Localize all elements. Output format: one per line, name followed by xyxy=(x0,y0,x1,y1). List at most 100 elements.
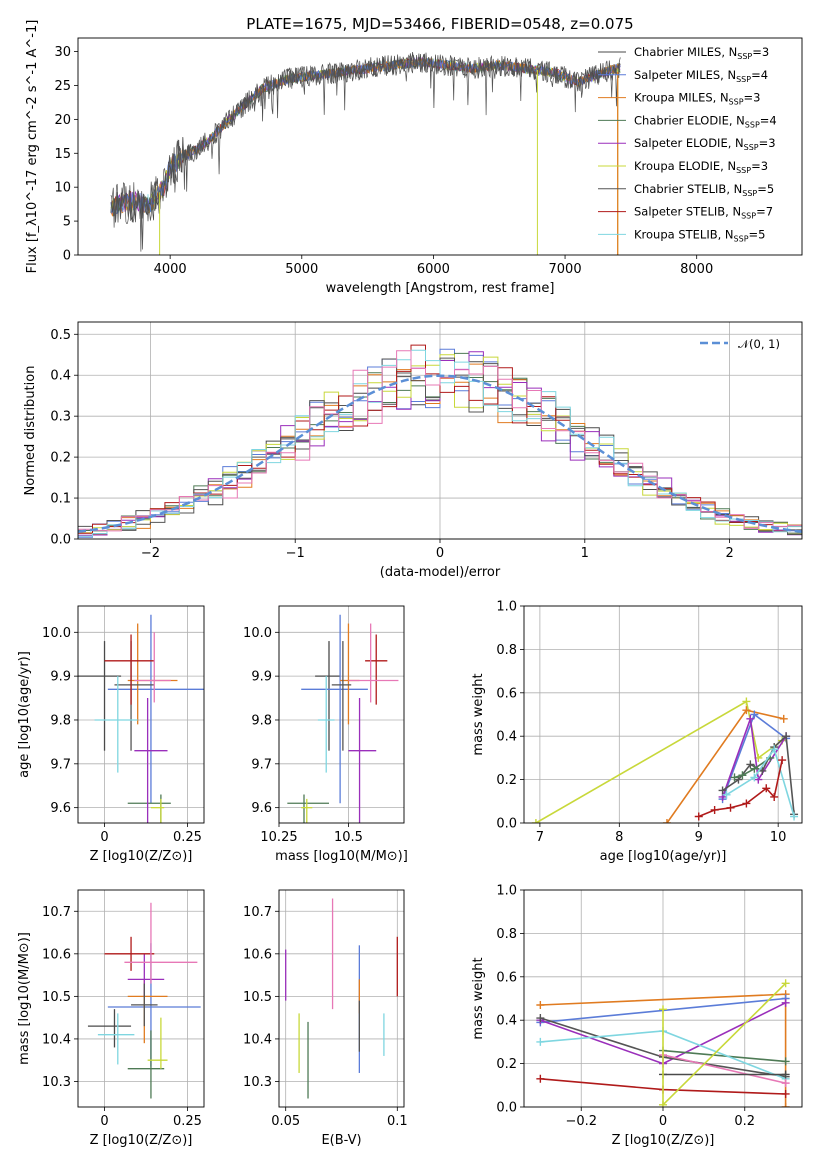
legend-label: Salpeter ELODIE, NSSP=3 xyxy=(634,136,776,152)
mass-weight-line xyxy=(734,757,771,779)
y-tick-label: 0.6 xyxy=(496,686,517,701)
data-marker xyxy=(536,1014,545,1023)
y-axis-label: mass [log10(M/M⊙)] xyxy=(17,932,32,1065)
data-marker xyxy=(778,756,787,765)
data-marker xyxy=(781,1089,790,1098)
axes-frame xyxy=(77,321,803,540)
plot-area-age_vs_Z xyxy=(78,614,204,823)
x-tick-label: 9 xyxy=(695,830,703,845)
spectrum-line xyxy=(110,57,621,217)
y-axis-label: age [log10(age/yr)] xyxy=(17,651,32,778)
plot-area-spectrum xyxy=(110,51,621,255)
y-tick-label: 25 xyxy=(54,79,71,94)
y-tick-label: 0.6 xyxy=(496,970,517,985)
data-marker xyxy=(742,799,751,808)
x-tick-label: 10 xyxy=(770,830,787,845)
y-tick-label: 10.4 xyxy=(243,1032,272,1047)
data-marker xyxy=(790,812,799,821)
data-marker xyxy=(770,745,779,754)
x-axis-label: Z [log10(Z/Z⊙)] xyxy=(90,1133,193,1148)
y-tick-label: 10.7 xyxy=(243,905,272,920)
axes-frame xyxy=(77,37,803,256)
plot-area-massweight_vs_age xyxy=(531,697,799,823)
data-marker xyxy=(781,1079,790,1088)
spectrum-line xyxy=(110,57,621,217)
gaussian-curve xyxy=(78,374,802,534)
y-tick-label: 10.5 xyxy=(42,990,71,1005)
x-axis-label: Z [log10(Z/Z⊙)] xyxy=(612,1133,715,1148)
mass-weight-line xyxy=(726,747,795,817)
y-tick-label: 0 xyxy=(63,249,71,264)
spectrum-line xyxy=(110,56,621,216)
y-tick-label: 10 xyxy=(54,181,71,196)
data-marker xyxy=(781,1057,790,1066)
data-marker xyxy=(742,706,751,715)
y-tick-label: 0.4 xyxy=(496,1014,517,1029)
x-axis-label: Z [log10(Z/Z⊙)] xyxy=(90,849,193,864)
x-tick-label: 7 xyxy=(536,830,544,845)
x-tick-label: 7000 xyxy=(549,262,582,277)
y-tick-label: 9.8 xyxy=(251,713,272,728)
legend-label: Chabrier STELIB, NSSP=5 xyxy=(634,182,774,198)
data-marker xyxy=(531,819,540,823)
y-tick-label: 9.6 xyxy=(50,801,71,816)
data-marker xyxy=(781,998,790,1007)
y-tick-label: 9.7 xyxy=(251,757,272,772)
y-tick-label: 20 xyxy=(54,113,71,128)
plot-area-mass_vs_EBV xyxy=(285,898,398,1099)
y-tick-label: 0.0 xyxy=(496,1101,517,1116)
x-axis-label: (data-model)/error xyxy=(380,565,501,580)
mass-weight-line xyxy=(535,700,783,823)
legend-label: Chabrier ELODIE, NSSP=4 xyxy=(634,113,777,129)
plot-area-age_vs_mass xyxy=(287,614,399,823)
axes-age_vs_Z: 0 0.25 9.6 9.7 9.8 9.9 10.0 Z [log10(Z/Z⊙)] age … xyxy=(17,605,205,864)
y-tick-label: 0.2 xyxy=(50,451,71,466)
axes-residuals: −2 −1 0 1 2 0.0 0.1 0.2 0.3 0.4 0.5 (data-model)/er… xyxy=(23,321,803,580)
data-marker xyxy=(781,1103,790,1107)
data-marker xyxy=(781,979,790,988)
plot-area-residuals xyxy=(78,344,802,539)
y-tick-label: 10.5 xyxy=(243,990,272,1005)
plot-area-massweight_vs_Z xyxy=(536,979,790,1107)
data-marker xyxy=(536,1037,545,1046)
y-tick-label: 10.0 xyxy=(243,626,272,641)
x-tick-label: 4000 xyxy=(154,262,187,277)
spectrum-line xyxy=(110,57,621,214)
axes-frame xyxy=(77,605,205,824)
data-marker xyxy=(770,792,779,801)
data-marker xyxy=(710,805,719,814)
y-tick-label: 9.6 xyxy=(251,801,272,816)
axes-spectrum: 4000 5000 6000 7000 8000 0 5 10 15 20 25 30 waveleng… xyxy=(25,15,803,296)
plot-area-mass_vs_Z xyxy=(87,902,201,1099)
x-tick-label: 8 xyxy=(615,830,623,845)
legend-label: Kroupa STELIB, NSSP=5 xyxy=(634,227,765,243)
y-tick-label: 15 xyxy=(54,147,71,162)
spectrum-line xyxy=(110,57,621,213)
grid-age_vs_Z xyxy=(78,606,204,823)
y-tick-label: 0.0 xyxy=(496,817,517,832)
y-tick-label: 0.1 xyxy=(50,492,71,507)
data-marker xyxy=(742,697,751,706)
x-tick-label: 10.5 xyxy=(334,830,363,845)
data-marker xyxy=(750,710,759,719)
y-tick-label: 1.0 xyxy=(496,600,517,615)
x-axis-label: age [log10(age/yr)] xyxy=(600,849,727,864)
y-tick-label: 10.3 xyxy=(243,1075,272,1090)
y-tick-label: 0.8 xyxy=(496,927,517,942)
y-tick-label: 9.9 xyxy=(251,670,272,685)
data-marker xyxy=(730,773,739,782)
spectrum-line xyxy=(110,53,621,250)
data-marker xyxy=(536,1001,545,1010)
x-tick-label: 0 xyxy=(436,546,444,561)
axes-frame xyxy=(523,889,803,1108)
mass-weight-line xyxy=(662,1054,786,1084)
y-axis-label: Normed distribution xyxy=(23,366,38,496)
x-tick-label: −1 xyxy=(286,546,305,561)
legend-label: 𝒩(0, 1) xyxy=(738,337,780,351)
y-tick-label: 1.0 xyxy=(496,884,517,899)
y-tick-label: 0.2 xyxy=(496,1057,517,1072)
y-tick-label: 0.2 xyxy=(496,773,517,788)
data-marker xyxy=(762,784,771,793)
legend-label: Kroupa MILES, NSSP=3 xyxy=(634,91,760,107)
data-marker xyxy=(659,1005,667,1014)
